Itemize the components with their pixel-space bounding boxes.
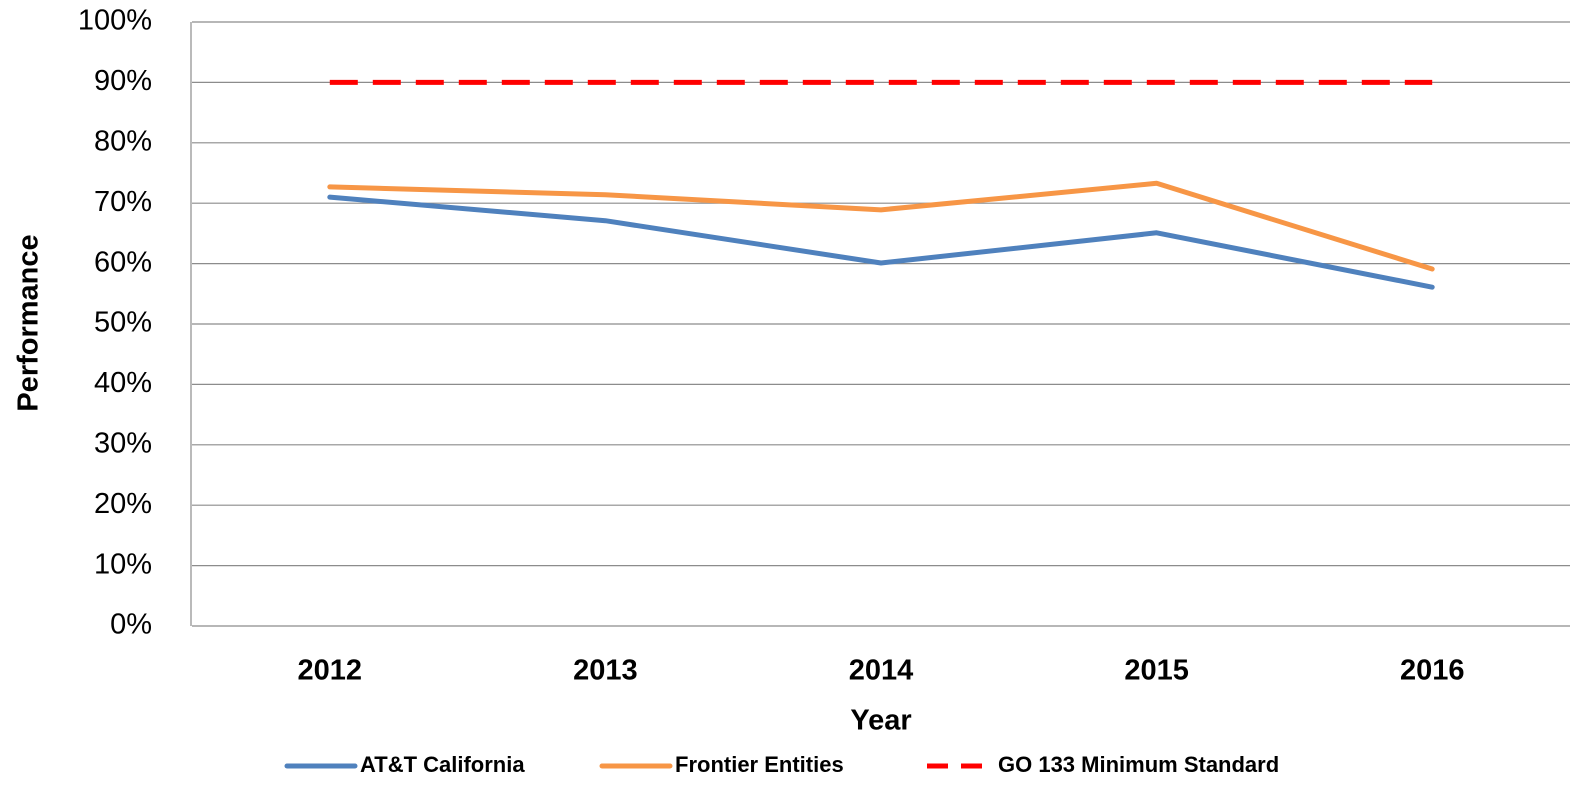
y-tick-label: 70% bbox=[94, 186, 152, 218]
series-line bbox=[327, 194, 1435, 290]
y-tick-label: 10% bbox=[94, 548, 152, 580]
legend-label: Frontier Entities bbox=[675, 752, 844, 777]
y-tick-label: 50% bbox=[94, 307, 152, 339]
y-tick-label: 30% bbox=[94, 427, 152, 459]
legend-label: AT&T California bbox=[360, 752, 525, 777]
x-tick-label: 2013 bbox=[573, 655, 638, 687]
legend-label: GO 133 Minimum Standard bbox=[998, 752, 1279, 777]
y-tick-label: 60% bbox=[94, 246, 152, 278]
y-tick-label: 80% bbox=[94, 125, 152, 157]
x-tick-label: 2012 bbox=[298, 655, 363, 687]
y-axis-title: Performance bbox=[13, 234, 45, 411]
x-axis-title: Year bbox=[850, 705, 911, 737]
y-tick-label: 90% bbox=[94, 65, 152, 97]
y-tick-label: 40% bbox=[94, 367, 152, 399]
y-tick-label: 20% bbox=[94, 488, 152, 520]
y-tick-label: 100% bbox=[78, 5, 152, 37]
x-tick-label: 2014 bbox=[849, 655, 914, 687]
y-tick-label: 0% bbox=[110, 609, 152, 641]
series-line bbox=[327, 180, 1435, 272]
x-tick-label: 2015 bbox=[1124, 655, 1189, 687]
x-tick-label: 2016 bbox=[1400, 655, 1465, 687]
